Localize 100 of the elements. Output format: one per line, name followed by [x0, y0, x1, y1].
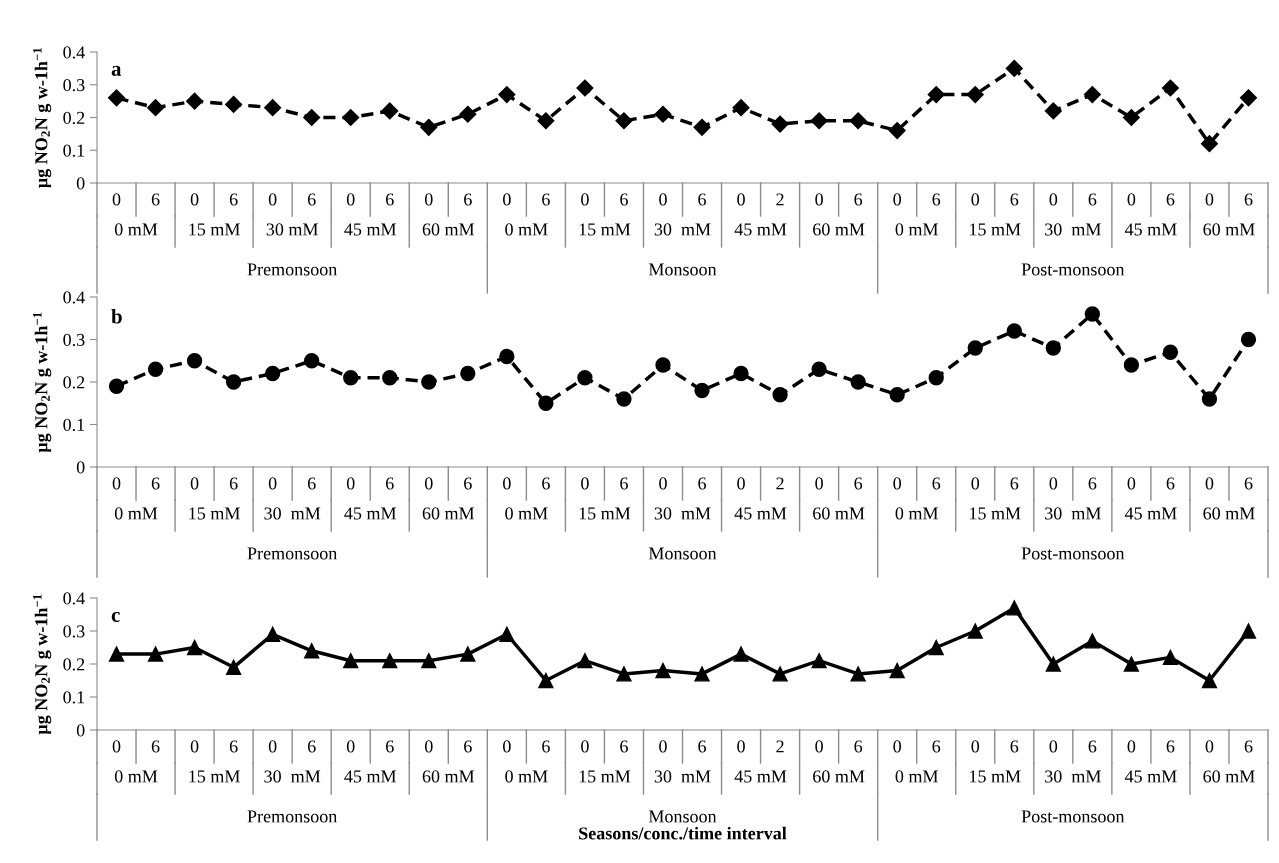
point — [303, 108, 321, 127]
y-tick-label: 0.3 — [63, 333, 85, 347]
point — [849, 112, 867, 130]
text: Post-monsoon — [1021, 810, 1125, 823]
x-tick-label: 0 — [1049, 477, 1058, 490]
x-tick-label: 0 — [1127, 193, 1136, 206]
text: 60 mM — [813, 223, 865, 236]
text: 30 mM — [266, 223, 318, 236]
point — [499, 626, 515, 642]
point — [421, 374, 437, 390]
text: 0 mM — [505, 223, 548, 236]
text: 45 mM — [734, 507, 787, 520]
point — [772, 387, 788, 403]
point — [225, 659, 242, 675]
y-tick-label: 0 — [76, 461, 85, 474]
y-tick-label: 0.1 — [63, 418, 85, 432]
point — [186, 639, 203, 656]
x-tick-label: 0 — [1205, 740, 1214, 753]
x-tick-label: 0 — [112, 740, 121, 753]
point — [733, 365, 749, 382]
point — [1084, 633, 1100, 649]
x-tick-label: 6 — [229, 193, 238, 206]
x-tick-label: 6 — [1244, 193, 1253, 206]
x-tick-label: 0 — [424, 740, 433, 753]
point — [382, 370, 398, 386]
text: 15 mM — [579, 770, 631, 783]
point — [772, 666, 788, 682]
text: 0 mM — [505, 507, 548, 520]
x-tick-label: 6 — [620, 193, 628, 206]
point — [186, 353, 203, 369]
x-tick-label: 0 — [893, 740, 902, 753]
x-tick-label: 6 — [151, 477, 160, 490]
x-tick-label: 6 — [1088, 740, 1097, 753]
text: 15 mM — [579, 223, 631, 236]
point — [967, 623, 983, 639]
point — [850, 374, 866, 390]
text: 45 mM — [734, 223, 787, 236]
x-tick-label: 6 — [1166, 740, 1175, 753]
point — [343, 370, 359, 386]
point — [304, 643, 320, 659]
text: 60 mM — [813, 507, 865, 520]
point — [460, 646, 476, 662]
text: 60 mM — [422, 770, 475, 783]
x-tick-label: 0 — [737, 477, 745, 490]
point — [1044, 102, 1062, 120]
point — [225, 374, 242, 390]
point — [1006, 600, 1022, 616]
x-tick-label: 6 — [854, 477, 863, 490]
point — [1123, 357, 1140, 373]
point — [1239, 89, 1258, 107]
point — [108, 378, 125, 394]
point — [147, 646, 164, 662]
text: Premonsoon — [247, 547, 338, 560]
point — [927, 86, 945, 104]
point — [498, 86, 516, 104]
x-tick-label: 0 — [190, 740, 199, 753]
x-tick-label: 6 — [698, 740, 706, 753]
y-tick-label: 0.4 — [63, 592, 85, 605]
x-axis-title: Seasons/conc./time interval — [579, 826, 787, 840]
point — [304, 353, 320, 369]
point — [265, 365, 281, 382]
x-tick-label: 6 — [386, 740, 394, 753]
text: 0 mM — [505, 770, 548, 783]
y-tick-label: 0.1 — [63, 691, 85, 704]
x-tick-label: 6 — [932, 193, 941, 206]
point — [655, 357, 671, 373]
text: 30 mM — [1045, 507, 1101, 520]
x-tick-label: 0 — [893, 477, 902, 490]
point — [1123, 656, 1140, 672]
point — [1201, 672, 1218, 689]
text: 60 mM — [1203, 223, 1255, 236]
point — [538, 672, 554, 689]
x-tick-label: 0 — [346, 477, 355, 490]
point — [1200, 135, 1219, 153]
chart-title: b — [111, 308, 122, 324]
text: 30 mM — [654, 507, 711, 520]
point — [889, 387, 905, 403]
x-tick-label: 0 — [581, 193, 589, 206]
text: 60 mM — [813, 770, 865, 783]
text: 30 mM — [1045, 223, 1101, 236]
x-tick-label: 6 — [151, 740, 160, 753]
x-tick-label: 0 — [581, 477, 589, 490]
x-tick-label: 6 — [698, 193, 706, 206]
x-tick-label: 0 — [659, 193, 667, 206]
point — [889, 662, 905, 679]
x-tick-label: 0 — [581, 740, 589, 753]
x-tick-label: 6 — [1010, 740, 1019, 753]
x-tick-label: 6 — [386, 477, 394, 490]
x-tick-label: 0 — [503, 740, 511, 753]
text: 45 mM — [344, 223, 397, 236]
x-tick-label: 0 — [659, 477, 667, 490]
x-tick-label: 0 — [268, 740, 277, 753]
x-tick-label: 0 — [971, 740, 980, 753]
x-tick-label: 0 — [1205, 477, 1214, 490]
text: 30 mM — [264, 507, 321, 520]
text: Post-monsoon — [1021, 263, 1125, 276]
text: 0 mM — [895, 223, 938, 236]
x-tick-label: 0 — [503, 477, 511, 490]
y-axis-title: µg NO$_{2}$N g w-1h$^{−1}$ — [33, 312, 52, 453]
x-tick-label: 0 — [190, 477, 199, 490]
